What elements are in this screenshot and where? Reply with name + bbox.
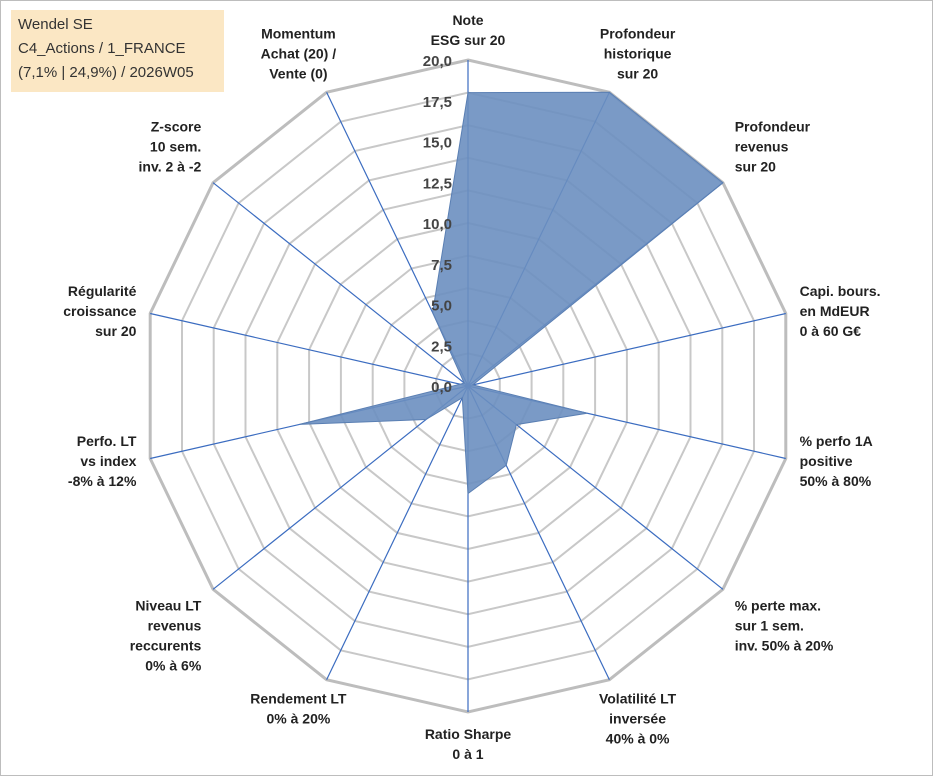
spoke-line xyxy=(150,312,469,387)
tick-label: 5,0 xyxy=(431,298,452,315)
axis-label: Profondeur historique sur 20 xyxy=(600,25,676,81)
tick-label: 0,0 xyxy=(431,379,452,396)
spoke-line xyxy=(467,312,786,387)
axis-label: Profondeur revenus sur 20 xyxy=(735,119,811,175)
axis-label: % perte max. sur 1 sem. inv. 50% à 20% xyxy=(735,598,834,654)
tick-label: 15,0 xyxy=(423,135,452,152)
radar-series xyxy=(299,91,724,495)
axis-label: Niveau LT revenus reccurents 0% à 6% xyxy=(130,598,202,674)
tick-label: 20,0 xyxy=(423,53,452,70)
security-name: Wendel SE xyxy=(18,16,93,33)
security-stats: (7,1% | 24,9%) / 2026W05 xyxy=(18,64,194,81)
axis-label: Volatilité LT inversée 40% à 0% xyxy=(599,691,677,747)
tick-label: 7,5 xyxy=(431,257,452,274)
axis-label: Note ESG sur 20 xyxy=(431,12,506,48)
radial-tick-labels: 0,0 2,5 5,0 7,5 10,0 12,5 15,0 17,5 20,0 xyxy=(423,53,452,396)
axis-label: Capi. bours. en MdEUR 0 à 60 G€ xyxy=(800,283,881,339)
axis-label: Z-score 10 sem. inv. 2 à -2 xyxy=(139,119,202,175)
tick-label: 10,0 xyxy=(423,216,452,233)
axis-label: Perfo. LT vs index -8% à 12% xyxy=(68,433,137,489)
axis-label: Rendement LT 0% à 20% xyxy=(250,691,347,727)
tick-label: 12,5 xyxy=(423,175,452,192)
tick-label: 17,5 xyxy=(423,94,452,111)
spoke-line xyxy=(212,182,469,387)
axis-labels: Note ESG sur 20 Profondeur historique sur 20… xyxy=(63,12,880,762)
axis-label: Ratio Sharpe 0 à 1 xyxy=(425,726,512,762)
security-category: C4_Actions / 1_FRANCE xyxy=(18,40,186,57)
axis-label: Momentum Achat (20) / Vente (0) xyxy=(261,25,337,81)
tick-label: 2,5 xyxy=(431,338,452,355)
series-area xyxy=(299,91,724,495)
security-info-box: Wendel SE C4_Actions / 1_FRANCE (7,1% | … xyxy=(11,10,224,92)
spoke-line xyxy=(326,385,469,680)
axis-label: Régularité croissance sur 20 xyxy=(63,283,136,339)
axis-label: % perfo 1A positive 50% à 80% xyxy=(800,433,873,489)
